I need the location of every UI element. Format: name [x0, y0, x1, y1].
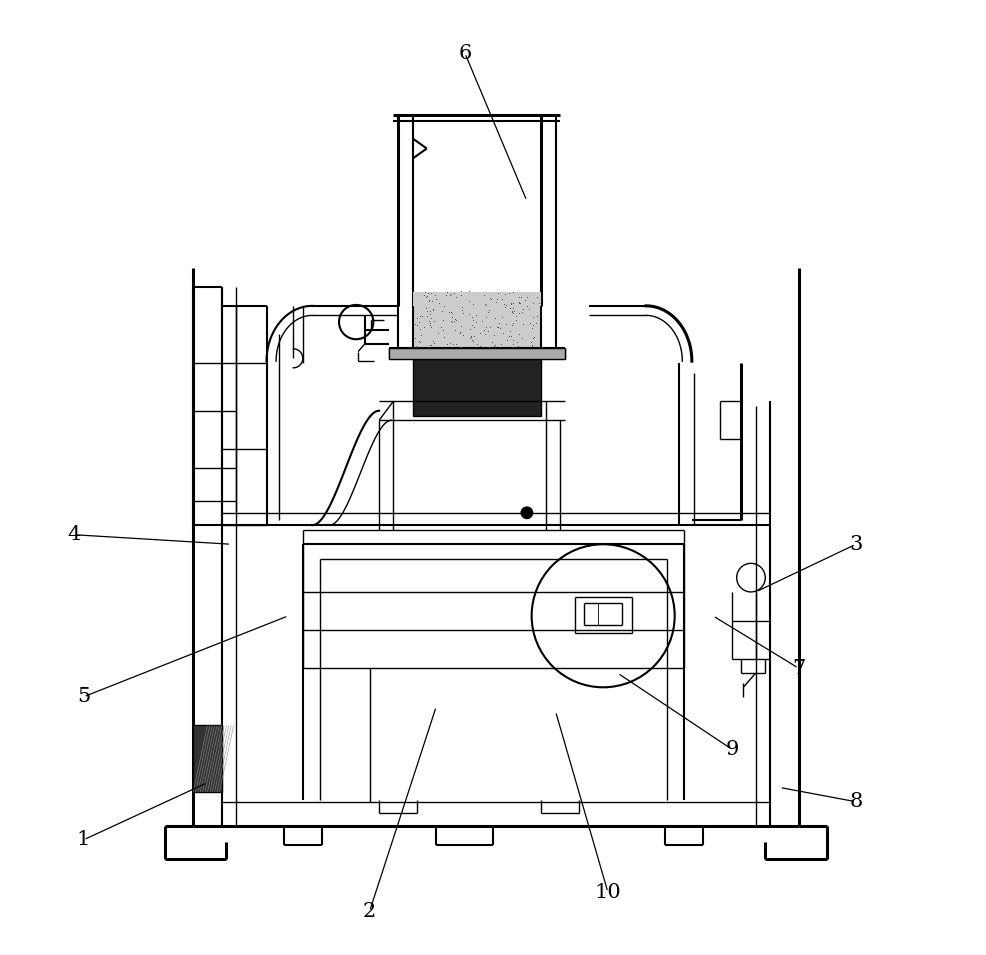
Text: 10: 10	[594, 882, 620, 902]
Text: 6: 6	[458, 44, 471, 63]
Text: 1: 1	[77, 830, 90, 849]
Text: 4: 4	[67, 525, 81, 544]
Bar	[193, 726, 222, 793]
Text: 2: 2	[363, 902, 376, 921]
Bar	[388, 348, 564, 359]
Bar	[413, 350, 540, 415]
Circle shape	[521, 507, 532, 519]
Text: 9: 9	[725, 740, 738, 759]
Text: 5: 5	[77, 688, 90, 707]
Bar	[413, 291, 540, 353]
Text: 8: 8	[848, 793, 862, 811]
Text: 7: 7	[791, 659, 805, 678]
Text: 3: 3	[848, 535, 862, 554]
